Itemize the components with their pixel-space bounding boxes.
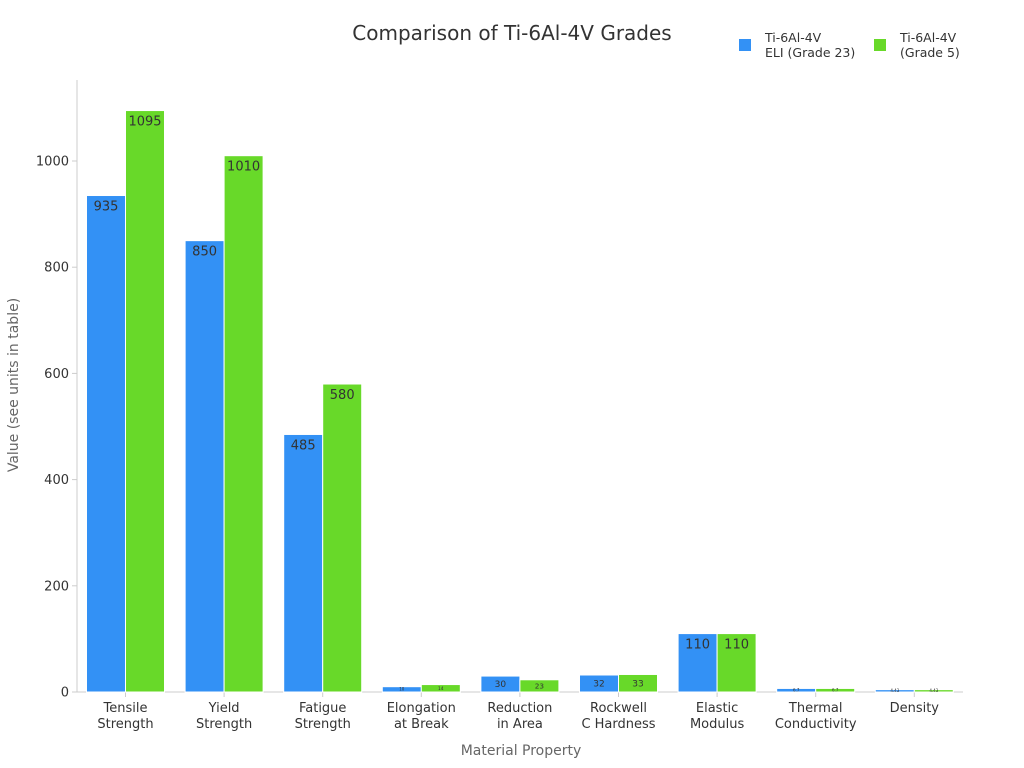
- y-tick-labels: 0 200 400 600 800 1000: [36, 155, 69, 701]
- bar[interactable]: [283, 433, 324, 693]
- x-tick-label: Rockwell C Hardness: [581, 701, 655, 732]
- bar-value-label: 6.7: [793, 688, 800, 693]
- bar-value-label: 23: [535, 681, 545, 690]
- bar-value-label: 30: [495, 680, 507, 690]
- bar-value-label: 110: [724, 638, 749, 653]
- y-tick-label: 600: [44, 367, 69, 382]
- chart-title: Comparison of Ti-6Al-4V Grades: [352, 21, 671, 45]
- bar[interactable]: [125, 110, 165, 693]
- x-tick-label: Density: [890, 701, 940, 716]
- y-tick-label: 400: [44, 473, 69, 488]
- legend-swatch: [874, 39, 886, 51]
- bar[interactable]: [913, 689, 954, 693]
- x-tick-label: Fatigue Strength: [295, 701, 351, 732]
- bar-value-label: 935: [94, 200, 119, 215]
- legend-swatch: [739, 39, 751, 51]
- x-tick-label: Yield Strength: [196, 701, 252, 732]
- bar-value-label: 850: [192, 245, 217, 260]
- bar[interactable]: [618, 673, 658, 693]
- x-tick-labels: Tensile Strength Yield Strength Fatigue Stren…: [97, 701, 939, 732]
- x-tick-label: Thermal Conductivity: [775, 701, 857, 732]
- y-tick-label: 1000: [36, 155, 69, 170]
- bar[interactable]: [815, 687, 856, 693]
- bar[interactable]: [677, 633, 718, 693]
- x-tick-label: Elongation at Break: [387, 701, 456, 732]
- bar[interactable]: [420, 684, 461, 693]
- bar[interactable]: [322, 383, 363, 693]
- legend[interactable]: Ti-6Al-4V ELI (Grade 23) Ti-6Al-4V (Grade 5…: [739, 30, 960, 60]
- x-tick-label: Reduction in Area: [487, 701, 552, 732]
- y-tick-label: 800: [44, 261, 69, 276]
- bar-value-label: 1095: [128, 115, 161, 130]
- bar-value-label: 580: [330, 388, 355, 403]
- x-tick-label: Tensile Strength: [97, 701, 153, 732]
- bar-value-label: 1010: [227, 160, 260, 175]
- x-axis-label: Material Property: [461, 743, 582, 759]
- bar-value-label: 110: [685, 638, 710, 653]
- bar-value-label: 6.7: [832, 688, 839, 693]
- legend-label: Ti-6Al-4V ELI (Grade 23): [764, 30, 855, 60]
- legend-label: Ti-6Al-4V (Grade 5): [899, 30, 960, 60]
- y-axis-label: Value (see units in table): [6, 298, 22, 472]
- bar[interactable]: [716, 633, 757, 693]
- bar-labels: 935 1095 850 1010 485 580 10 14 30 23 32 33 110 110 6.…: [94, 115, 939, 694]
- bar-value-label: 4.43: [929, 688, 938, 693]
- bar-value-label: 4.43: [890, 688, 899, 693]
- bar-value-label: 10: [399, 687, 405, 692]
- bars: [86, 110, 954, 693]
- bar-value-label: 33: [632, 679, 643, 689]
- bar-value-label: 485: [291, 438, 316, 453]
- bar-value-label: 32: [593, 680, 604, 690]
- x-tick-label: Elastic Modulus: [690, 701, 745, 732]
- y-tick-label: 0: [61, 686, 69, 701]
- bar[interactable]: [86, 195, 126, 693]
- y-tick-label: 200: [44, 579, 69, 594]
- bar-value-label: 14: [438, 686, 444, 692]
- bar[interactable]: [223, 155, 264, 693]
- bar[interactable]: [519, 679, 560, 693]
- bar[interactable]: [184, 240, 225, 693]
